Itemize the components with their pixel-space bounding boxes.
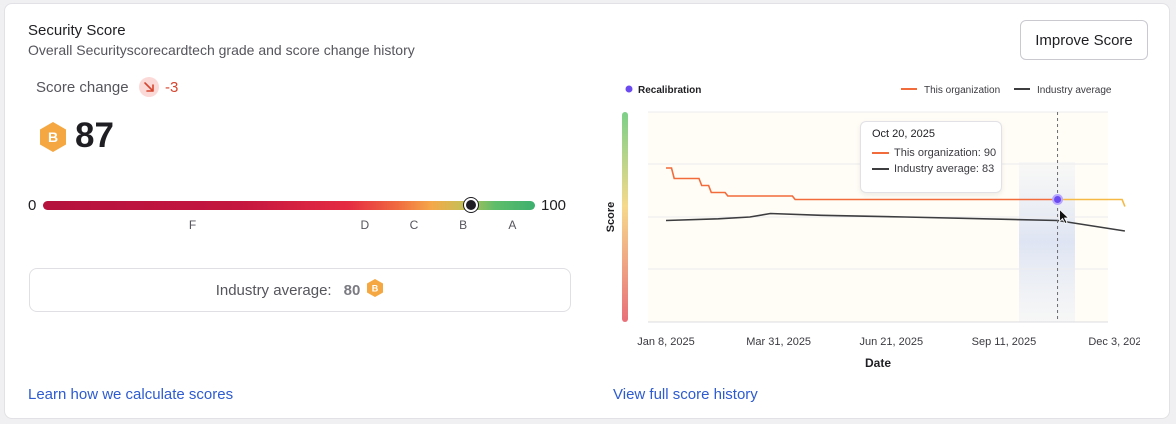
industry-average-box: Industry average: 80 B <box>29 268 571 312</box>
tooltip-date: Oct 20, 2025 <box>872 128 935 140</box>
chart-tooltip: Oct 20, 2025 This organization: 90 Indus… <box>860 121 1002 193</box>
x-tick-label: Dec 3, 2025 <box>1088 336 1140 348</box>
score-history-chart[interactable]: Score Date Recalibration This organizati… <box>600 72 1140 382</box>
tooltip-org-swatch <box>872 152 889 154</box>
score-change-value: -3 <box>165 79 179 96</box>
industry-grade-icon: B <box>366 278 384 303</box>
grade-hex-icon: B <box>39 121 67 158</box>
score-change-label: Score change <box>36 79 129 96</box>
scale-min-label: 0 <box>28 197 37 214</box>
tooltip-row-industry: Industry average: 83 <box>872 163 994 175</box>
grade-label-b: B <box>459 218 468 232</box>
series-line-1 <box>1057 198 1126 207</box>
learn-scores-link[interactable]: Learn how we calculate scores <box>28 386 234 403</box>
score-marker <box>463 197 480 213</box>
x-tick-label: Mar 31, 2025 <box>746 336 811 348</box>
x-tick-label: Jan 8, 2025 <box>637 336 695 348</box>
industry-average-label: Industry average: <box>215 281 332 299</box>
card-title: Security Score <box>28 22 126 39</box>
improve-score-button[interactable]: Improve Score <box>1020 20 1148 60</box>
mouse-cursor-icon <box>1059 208 1070 225</box>
recalibration-legend-label: Recalibration <box>638 85 701 96</box>
series-line-2 <box>665 212 1126 232</box>
legend-label-industry: Industry average <box>1037 85 1112 96</box>
industry-average-value: 80 <box>343 281 361 299</box>
y-axis-gradient-bar <box>622 112 628 322</box>
tooltip-row-org: This organization: 90 <box>872 147 996 159</box>
grade-label-d: D <box>360 218 370 232</box>
tooltip-industry-value: Industry average: 83 <box>894 163 995 175</box>
grade-label-c: C <box>409 218 419 232</box>
security-score-value: 87 <box>75 116 114 155</box>
industry-grade-letter: B <box>372 283 379 293</box>
grade-letter: B <box>48 129 58 145</box>
view-history-link[interactable]: View full score history <box>613 386 758 403</box>
hover-highlight <box>1019 162 1075 322</box>
recalibration-point[interactable] <box>1052 194 1064 205</box>
grade-label-f: F <box>188 218 197 232</box>
tooltip-industry-swatch <box>872 168 889 170</box>
grade-label-a: A <box>508 218 517 232</box>
x-tick-label: Jun 21, 2025 <box>860 336 924 348</box>
scale-max-label: 100 <box>541 197 567 214</box>
y-axis-label: Score <box>605 202 617 233</box>
card-subtitle: Overall Securityscorecardtech grade and … <box>28 42 415 58</box>
legend-label-org: This organization <box>924 85 1000 96</box>
series-line-0 <box>666 167 1058 201</box>
arrow-down-right-icon <box>139 77 159 97</box>
tooltip-org-value: This organization: 90 <box>894 147 997 159</box>
x-axis-label: Date <box>865 356 891 370</box>
x-tick-label: Sep 11, 2025 <box>972 336 1037 348</box>
recalibration-legend-dot <box>625 85 633 93</box>
score-scale-bar <box>43 201 535 210</box>
